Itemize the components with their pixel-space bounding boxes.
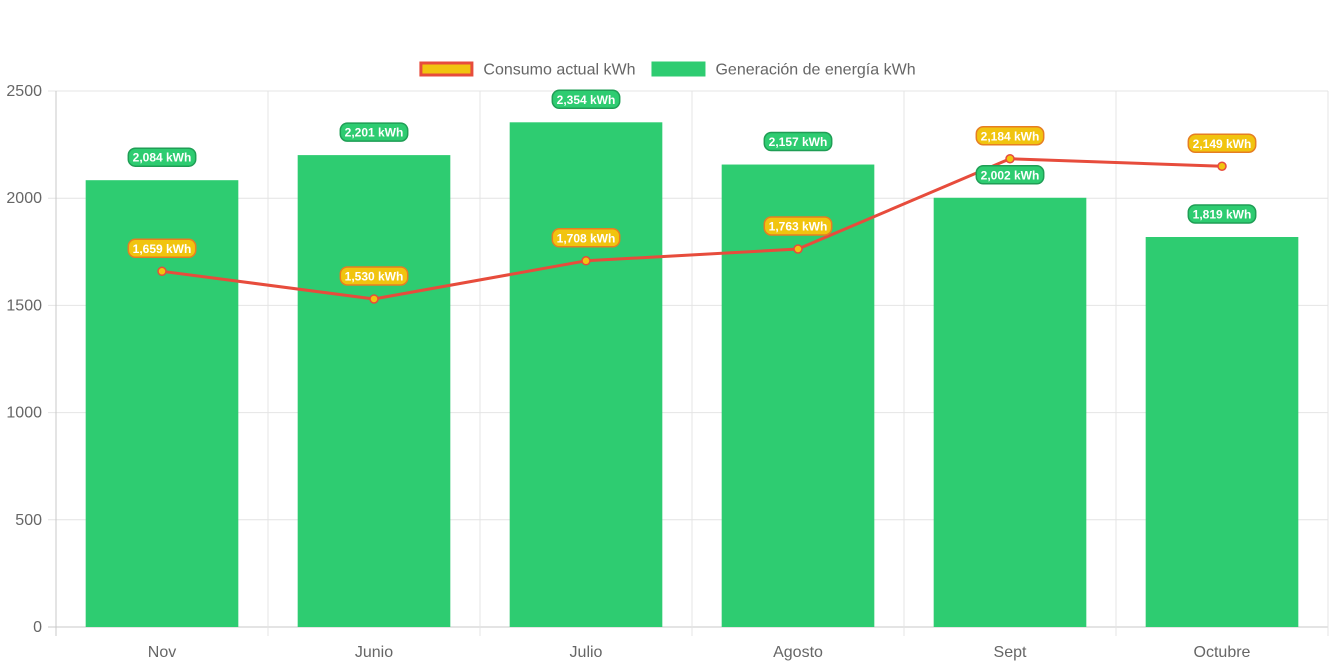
legend-label: Consumo actual kWh: [483, 62, 635, 79]
data-label-text: 1,708 kWh: [557, 231, 616, 245]
bar: [1145, 237, 1299, 627]
data-label-box: [339, 266, 409, 286]
data-label-box: [1187, 204, 1257, 224]
data-label-box: [551, 89, 621, 110]
data-label-box: [763, 131, 833, 152]
line-value-label: 2,184 kWh: [975, 126, 1045, 146]
y-tick-label: 1000: [6, 405, 42, 422]
y-tick-label: 2000: [6, 190, 42, 207]
data-label-text: 2,201 kWh: [345, 126, 404, 140]
data-label-box: [551, 228, 621, 248]
data-label-box: [975, 126, 1045, 146]
data-label-text: 2,184 kWh: [981, 129, 1040, 143]
x-tick-label: Agosto: [773, 644, 823, 661]
legend-swatch: [651, 61, 706, 77]
line-series: [157, 154, 1227, 304]
data-label-box: [127, 238, 197, 259]
data-label-text: 1,530 kWh: [345, 269, 404, 283]
data-label-text: 1,819 kWh: [1193, 208, 1252, 222]
x-tick-label: Octubre: [1194, 644, 1251, 661]
x-tick-label: Sept: [994, 644, 1027, 661]
x-tick-label: Junio: [355, 644, 393, 661]
line-point: [581, 256, 591, 266]
data-label-text: 2,149 kWh: [1193, 137, 1252, 151]
data-labels: 2,084 kWh 2,201 kWh 2,354 kWh 2,157 kWh 2,00…: [127, 89, 1257, 286]
legend: Consumo actual kWh Generación de energía …: [419, 61, 916, 79]
data-label-text: 2,157 kWh: [769, 135, 828, 149]
bar-value-label: 2,157 kWh: [763, 131, 833, 152]
line-value-label: 1,763 kWh: [763, 216, 833, 236]
bar-value-label: 2,201 kWh: [339, 122, 409, 142]
consumption-line: [161, 157, 1223, 301]
data-label-text: 2,084 kWh: [133, 151, 192, 165]
y-tick-label: 1500: [6, 297, 42, 314]
line-point: [1005, 154, 1015, 164]
bar: [509, 122, 663, 627]
legend-label: Generación de energía kWh: [715, 62, 915, 79]
bar: [721, 164, 875, 628]
data-label-box: [1187, 133, 1257, 154]
data-label-text: 2,354 kWh: [557, 93, 616, 107]
data-label-box: [975, 165, 1045, 185]
x-tick-label: Julio: [570, 644, 603, 661]
legend-swatch: [419, 61, 474, 77]
data-label-box: [763, 216, 833, 236]
data-label-box: [339, 122, 409, 142]
data-label-text: 2,002 kWh: [981, 168, 1040, 182]
data-label-text: 1,763 kWh: [769, 220, 828, 234]
legend-item: Generación de energía kWh: [651, 61, 916, 79]
line-point: [793, 244, 803, 254]
bar-series: [85, 122, 1299, 628]
bar-value-label: 2,354 kWh: [551, 89, 621, 110]
bar-value-label: 2,002 kWh: [975, 165, 1045, 185]
x-tick-label: Nov: [148, 644, 176, 661]
line-point: [157, 266, 167, 277]
y-tick-label: 500: [15, 512, 42, 529]
bar-value-label: 2,084 kWh: [127, 147, 197, 167]
axes: 0 500 1000 1500 2000 2500 Nov Junio Julio Agosto S…: [6, 83, 1250, 661]
bar: [297, 155, 451, 628]
line-value-label: 1,530 kWh: [339, 266, 409, 286]
line-value-label: 1,659 kWh: [127, 238, 197, 259]
line-value-label: 1,708 kWh: [551, 228, 621, 248]
grid: [48, 90, 1329, 636]
data-label-box: [127, 147, 197, 167]
y-tick-label: 0: [33, 619, 42, 636]
legend-item: Consumo actual kWh: [419, 61, 635, 79]
line-point: [369, 294, 379, 304]
bar-value-label: 1,819 kWh: [1187, 204, 1257, 224]
bar: [933, 197, 1087, 628]
line-point: [1217, 161, 1227, 172]
data-label-text: 1,659 kWh: [133, 242, 192, 256]
line-value-label: 2,149 kWh: [1187, 133, 1257, 154]
y-tick-label: 2500: [6, 83, 42, 100]
